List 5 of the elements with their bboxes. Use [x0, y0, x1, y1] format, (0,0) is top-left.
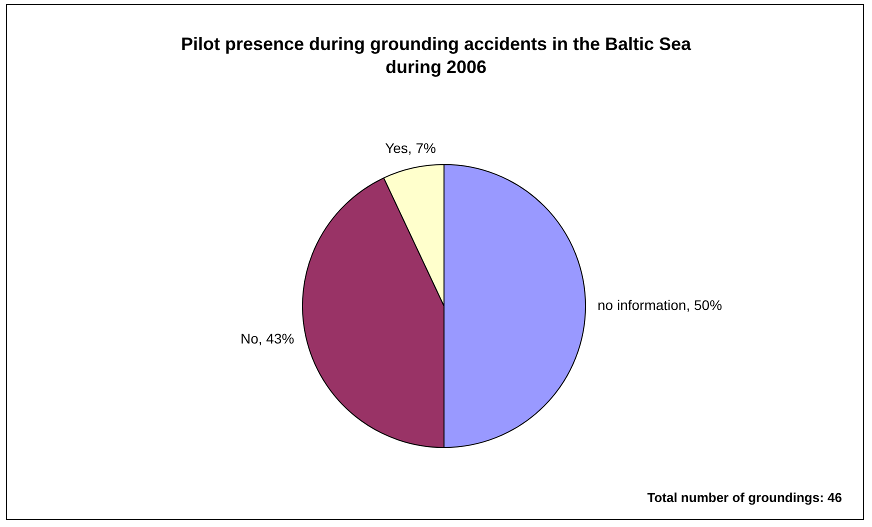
slice-label: Yes, 7%	[385, 140, 436, 156]
chart-title: Pilot presence during grounding accidents in the Baltic Sea during 2006	[180, 33, 692, 79]
slice-label: No, 43%	[240, 330, 294, 346]
text: Total number of groundings: 46	[647, 490, 842, 505]
slice-label: no information, 50%	[598, 296, 722, 313]
